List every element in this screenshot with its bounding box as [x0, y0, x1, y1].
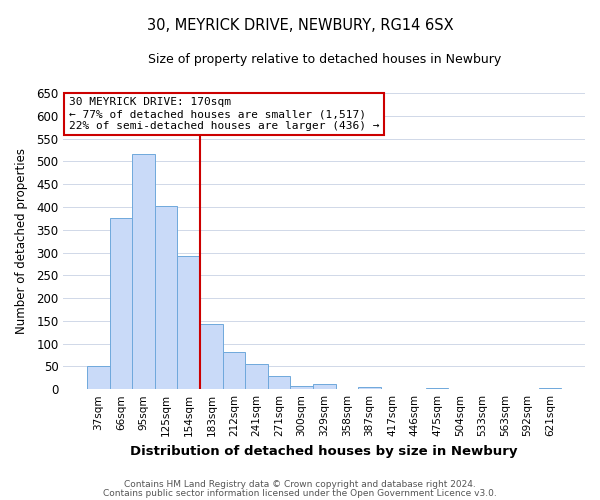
- Bar: [426, 388, 448, 389]
- Bar: [223, 352, 245, 389]
- Bar: [268, 376, 290, 389]
- Text: Contains HM Land Registry data © Crown copyright and database right 2024.: Contains HM Land Registry data © Crown c…: [124, 480, 476, 489]
- Bar: [358, 387, 380, 389]
- Text: 30, MEYRICK DRIVE, NEWBURY, RG14 6SX: 30, MEYRICK DRIVE, NEWBURY, RG14 6SX: [146, 18, 454, 32]
- Bar: [290, 386, 313, 389]
- Bar: [133, 154, 155, 389]
- Bar: [539, 388, 561, 389]
- Bar: [110, 218, 133, 389]
- Bar: [178, 256, 200, 389]
- Bar: [155, 206, 178, 389]
- X-axis label: Distribution of detached houses by size in Newbury: Distribution of detached houses by size …: [130, 444, 518, 458]
- Bar: [313, 384, 335, 389]
- Y-axis label: Number of detached properties: Number of detached properties: [15, 148, 28, 334]
- Bar: [87, 366, 110, 389]
- Bar: [200, 324, 223, 389]
- Text: 30 MEYRICK DRIVE: 170sqm
← 77% of detached houses are smaller (1,517)
22% of sem: 30 MEYRICK DRIVE: 170sqm ← 77% of detach…: [68, 98, 379, 130]
- Bar: [245, 364, 268, 389]
- Title: Size of property relative to detached houses in Newbury: Size of property relative to detached ho…: [148, 52, 501, 66]
- Text: Contains public sector information licensed under the Open Government Licence v3: Contains public sector information licen…: [103, 488, 497, 498]
